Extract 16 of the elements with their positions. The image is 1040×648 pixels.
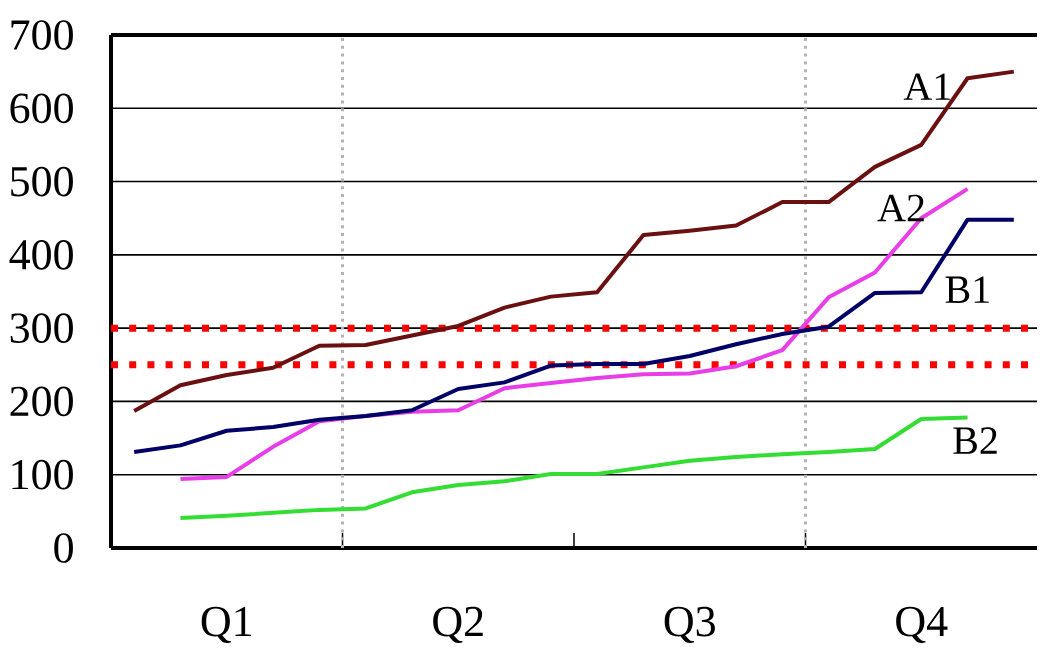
y-tick-label: 400 [9, 240, 73, 270]
series-label: A1 [903, 73, 950, 100]
y-tick-label: 300 [10, 313, 73, 343]
x-tick-label: Q1 [201, 606, 251, 644]
series-label: A2 [877, 194, 924, 222]
y-tick-label: 0 [54, 533, 73, 563]
x-tick-label: Q4 [896, 606, 948, 644]
x-tick-label: Q2 [433, 606, 483, 644]
x-tick-label: Q3 [664, 606, 715, 644]
series-label: B1 [945, 276, 989, 303]
y-tick-label: 200 [10, 386, 73, 417]
y-tick-label: 100 [12, 459, 73, 490]
series-label: B2 [953, 427, 997, 454]
y-tick-label: 700 [11, 20, 73, 50]
y-tick-label: 500 [11, 166, 73, 197]
y-tick-label: 600 [10, 93, 73, 124]
